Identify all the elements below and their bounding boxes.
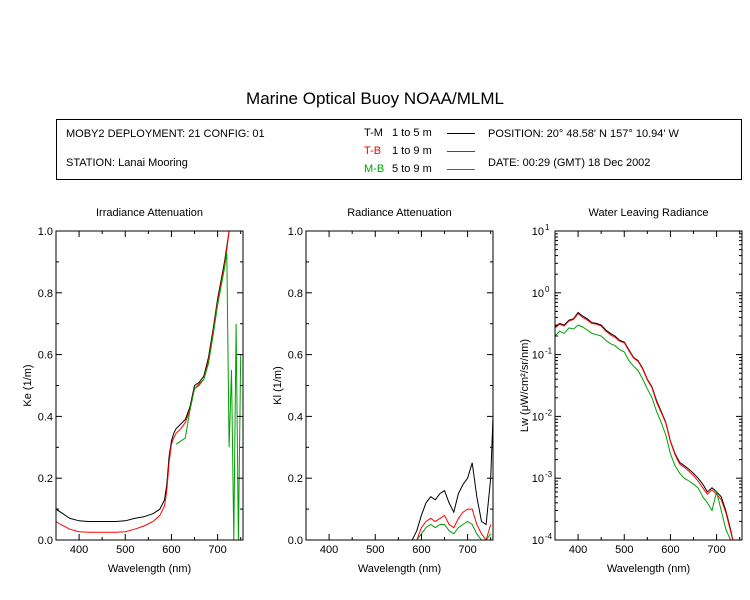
y-tick-label: 0.0	[288, 535, 303, 547]
y-tick-exponent: -1	[545, 347, 553, 356]
y-axis-label: Lw (μW/cm²/sr/nm)	[519, 339, 531, 432]
y-tick-label: 0.4	[288, 411, 303, 423]
y-tick-label: 0.8	[288, 288, 303, 300]
legend-range-tb: 1 to 9 m	[392, 145, 432, 157]
series-line-1	[411, 416, 493, 540]
position-text: POSITION: 20° 48.58' N 157° 10.94' W	[488, 128, 679, 140]
series-line-1	[555, 311, 734, 540]
y-tick-label: 10	[532, 350, 544, 362]
plot-frame	[305, 230, 494, 541]
x-tick-label: 400	[569, 544, 587, 556]
x-tick-label: 700	[208, 544, 226, 556]
series-group	[411, 416, 493, 540]
series-line-2	[56, 231, 232, 533]
station-text: STATION: Lanai Mooring	[66, 157, 188, 169]
series-line-3	[175, 252, 242, 540]
x-tick-label: 700	[458, 544, 476, 556]
y-tick-label: 10	[532, 411, 544, 423]
series-line-1	[56, 231, 232, 522]
y-tick-exponent: -4	[545, 532, 553, 541]
y-tick-label: 1.0	[38, 226, 53, 238]
x-tick-label: 600	[661, 544, 679, 556]
y-tick-label: 0.2	[288, 473, 303, 485]
x-tick-label: 500	[116, 544, 134, 556]
y-tick-label: 0.4	[38, 411, 53, 423]
chart-panel-1: Irradiance Attenuation 400 500 600 700 0.0 0.2…	[22, 207, 244, 575]
x-tick-label: 500	[366, 544, 384, 556]
y-tick-label: 0.2	[38, 473, 53, 485]
legend-line-mb	[447, 169, 475, 170]
x-tick-label: 400	[320, 544, 338, 556]
series-line-2	[416, 508, 492, 540]
x-tick-label: 600	[162, 544, 180, 556]
plot-frame	[55, 230, 244, 541]
y-tick-exponent: -2	[545, 408, 553, 417]
series-line-3	[555, 324, 733, 540]
y-tick-label: 10	[532, 535, 544, 547]
y-tick-label: 10	[532, 226, 544, 238]
date-text: DATE: 00:29 (GMT) 18 Dec 2002	[488, 157, 651, 169]
y-tick-label: 0.8	[38, 288, 53, 300]
y-tick-exponent: 0	[545, 285, 550, 294]
main-title: Marine Optical Buoy NOAA/MLML	[246, 89, 504, 108]
chart-title: Water Leaving Radiance	[588, 207, 708, 219]
x-tick-label: 400	[70, 544, 88, 556]
legend-range-tm: 1 to 5 m	[392, 127, 432, 139]
series-line-3	[416, 520, 492, 540]
plot-frame	[554, 230, 743, 541]
series-group	[555, 311, 734, 540]
y-tick-label: 0.0	[38, 535, 53, 547]
chart-title: Irradiance Attenuation	[96, 207, 203, 219]
x-tick-label: 700	[707, 544, 725, 556]
legend-code-tm: T-M	[364, 127, 383, 139]
chart-panel-2: Radiance Attenuation 400 500 600 700 0.0 0.2 0.…	[272, 207, 494, 575]
legend-code-mb: M-B	[364, 163, 385, 175]
info-box: MOBY2 DEPLOYMENT: 21 CONFIG: 01 STATION:…	[56, 119, 742, 180]
y-tick-label: 1.0	[288, 226, 303, 238]
series-group	[56, 231, 242, 540]
legend-line-tb	[447, 151, 475, 152]
y-tick-label: 0.6	[38, 350, 53, 362]
y-axis-label: Kl (1/m)	[272, 366, 284, 405]
legend-line-tm	[447, 133, 475, 134]
series-line-2	[555, 312, 734, 540]
x-tick-label: 600	[412, 544, 430, 556]
deployment-text: MOBY2 DEPLOYMENT: 21 CONFIG: 01	[66, 128, 265, 140]
y-tick-exponent: 1	[545, 223, 550, 232]
x-axis-label: Wavelength (nm)	[607, 563, 690, 575]
y-tick-exponent: -3	[545, 470, 553, 479]
y-axis-label: Ke (1/m)	[22, 364, 34, 406]
x-axis-label: Wavelength (nm)	[108, 563, 191, 575]
x-axis-label: Wavelength (nm)	[358, 563, 441, 575]
y-tick-label: 10	[532, 473, 544, 485]
chart-title: Radiance Attenuation	[347, 207, 452, 219]
y-tick-label: 0.6	[288, 350, 303, 362]
legend-range-mb: 5 to 9 m	[392, 163, 432, 175]
y-tick-label: 10	[532, 288, 544, 300]
legend-code-tb: T-B	[364, 145, 382, 157]
x-tick-label: 500	[615, 544, 633, 556]
